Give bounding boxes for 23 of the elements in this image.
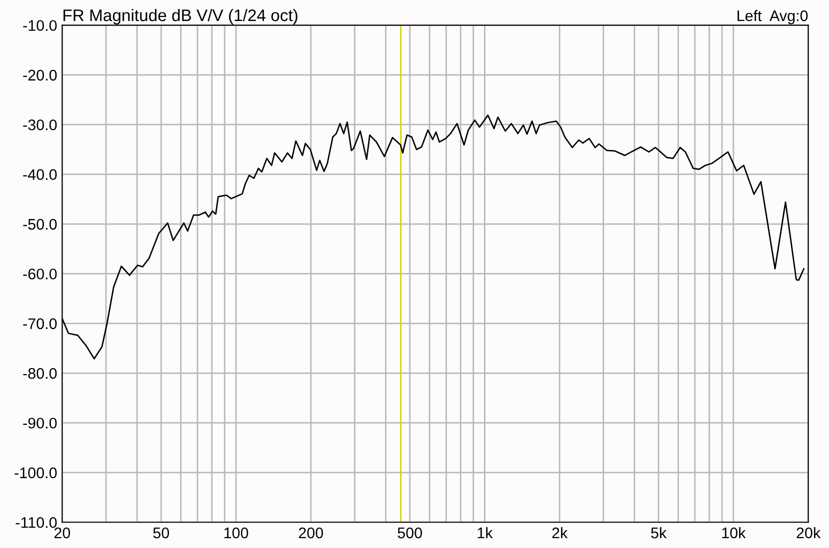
text: Left Avg:0	[738, 10, 808, 24]
x-tick-label: 5k	[651, 527, 667, 538]
y-tick-label: -70.0	[23, 318, 57, 330]
y-tick-label: -90.0	[23, 418, 57, 429]
chart-title: FR Magnitude dB V/V (1/24 oct)	[64, 8, 298, 24]
x-tick-label: 10k	[722, 527, 746, 538]
x-tick-label: 500	[398, 528, 422, 538]
x-tick-label: 200	[298, 528, 324, 538]
x-tick-label: 20	[54, 528, 70, 538]
y-tick-label: -60.0	[23, 268, 57, 280]
x-tick-label: 50	[153, 528, 170, 538]
y-tick-label: -110.0	[16, 517, 57, 528]
y-tick-label: -80.0	[23, 368, 57, 379]
y-tick-label: -40.0	[23, 169, 57, 180]
x-tick-label: 20k	[796, 527, 821, 538]
y-tick-label: -30.0	[23, 119, 57, 130]
x-tick-label: 1k	[478, 527, 493, 538]
y-tick-label: -10.0	[23, 20, 57, 31]
x-tick-label: 2k	[552, 527, 568, 538]
y-tick-label: -100.0	[14, 467, 57, 478]
y-tick-label: -20.0	[23, 70, 57, 81]
y-tick-label: -50.0	[23, 218, 57, 230]
x-tick-label: 100	[224, 528, 248, 538]
